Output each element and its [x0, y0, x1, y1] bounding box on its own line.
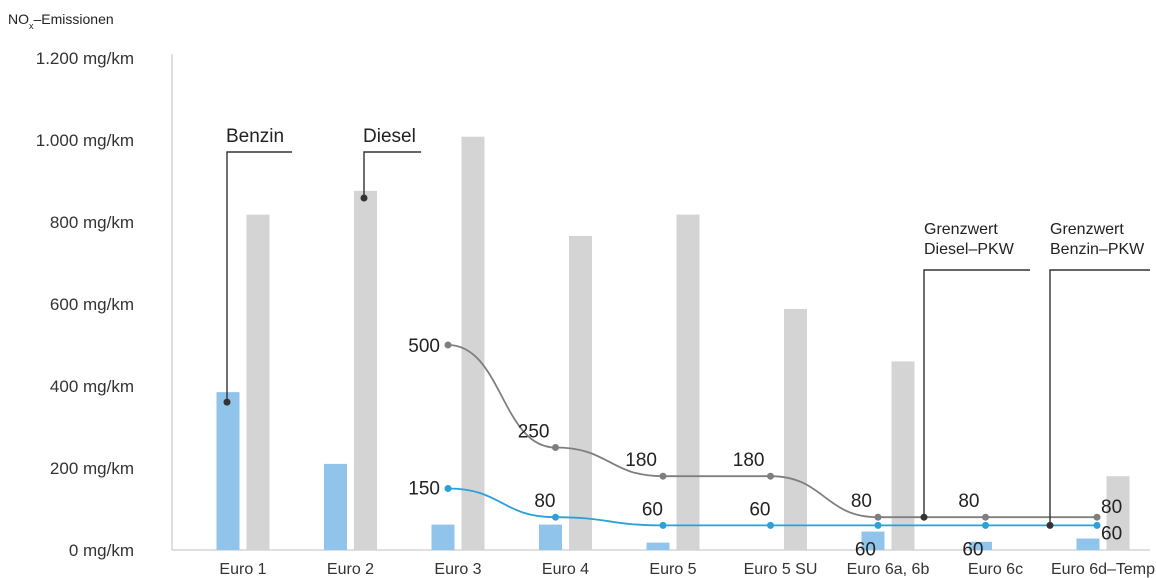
- bar-benzin: [324, 463, 347, 550]
- bar-diesel: [891, 361, 915, 550]
- grenzwert-diesel-label: Diesel–PKW: [924, 241, 1015, 258]
- benzin-limit-data-label: 60: [855, 539, 876, 560]
- diesel-limit-data-label: 80: [851, 491, 872, 512]
- diesel-limit-data-label: 180: [733, 450, 765, 471]
- y-axis-title-sub: x: [29, 21, 34, 31]
- benzin-limit-point: [874, 521, 882, 529]
- diesel-limit-point: [874, 513, 882, 521]
- bar-diesel: [1106, 476, 1130, 550]
- diesel-limit-point: [1093, 513, 1101, 521]
- diesel-callout-dot: [360, 194, 368, 202]
- benzin-callout-dot: [223, 398, 231, 406]
- category-labels: Euro 1 Euro 2 Euro 3 Euro 4 Euro 5 Euro 5 SU E…: [219, 561, 1155, 578]
- grenzwert-diesel-label: Grenzwert: [924, 221, 998, 238]
- benzin-limit-data-label: 150: [408, 479, 440, 500]
- grenzwert-diesel-callout-dot: [920, 513, 928, 521]
- diesel-limit-data-label: 80: [1101, 497, 1122, 518]
- benzin-limit-point: [767, 521, 774, 529]
- benzin-limit-point: [444, 485, 452, 492]
- limit-lines: 500 250 180 180 80 80 80 150 80 60 60 60 60 60: [408, 336, 1122, 560]
- grenzwert-benzin-callout-leader: [1049, 269, 1150, 526]
- bars: [216, 136, 1130, 550]
- diesel-limit-data-label: 80: [958, 491, 979, 512]
- bar-diesel: [676, 214, 700, 550]
- y-tick-label: 200 mg/km: [50, 459, 134, 478]
- x-category-label: Euro 6c: [968, 561, 1023, 578]
- grenzwert-benzin-label: Grenzwert: [1050, 221, 1124, 238]
- y-tick-label: 600 mg/km: [50, 295, 134, 314]
- grenzwert-benzin-label: Benzin–PKW: [1050, 241, 1145, 258]
- y-axis-title-main: NO: [8, 11, 29, 27]
- benzin-limit-data-label: 60: [1101, 523, 1122, 544]
- diesel-limit-data-label: 250: [518, 422, 550, 443]
- bar-benzin: [431, 524, 455, 550]
- benzin-callout-leader: [226, 151, 292, 403]
- y-axis-title: NOx–Emissionen: [8, 11, 114, 31]
- benzin-callout-label: Benzin: [226, 126, 284, 147]
- x-category-label: Euro 2: [327, 561, 374, 578]
- bar-benzin: [646, 542, 670, 550]
- x-category-label: Euro 5 SU: [744, 561, 818, 578]
- callouts: Benzin Diesel Grenzwert Diesel–PKW Grenzwert…: [223, 126, 1150, 529]
- bar-benzin: [539, 524, 562, 550]
- x-category-label: Euro 4: [542, 561, 589, 578]
- diesel-limit-point: [552, 444, 559, 451]
- diesel-limit-point: [444, 341, 452, 349]
- diesel-limit-data-label: 180: [625, 450, 657, 471]
- y-tick-label: 1.200 mg/km: [36, 49, 134, 68]
- bar-diesel: [569, 235, 592, 550]
- x-category-label: Euro 6d–Temp: [1051, 561, 1155, 578]
- benzin-limit-point: [659, 521, 667, 529]
- x-category-label: Euro 6a, 6b: [847, 561, 930, 578]
- x-category-label: Euro 1: [219, 561, 266, 578]
- bar-benzin: [861, 531, 885, 550]
- benzin-limit-point: [982, 521, 989, 529]
- y-tick-label: 800 mg/km: [50, 213, 134, 232]
- grenzwert-benzin-callout-dot: [1046, 521, 1054, 529]
- y-tick-label: 1.000 mg/km: [36, 131, 134, 150]
- y-axis-ticks: 0 mg/km 200 mg/km 400 mg/km 600 mg/km 800 mg…: [36, 49, 134, 560]
- diesel-callout-leader: [363, 151, 421, 198]
- bar-diesel: [246, 214, 270, 550]
- benzin-limit-point: [1093, 521, 1101, 529]
- x-category-label: Euro 3: [434, 561, 481, 578]
- benzin-limit-data-label: 60: [642, 499, 663, 520]
- y-axis-title-rest: –Emissionen: [34, 11, 114, 27]
- y-tick-label: 400 mg/km: [50, 377, 134, 396]
- diesel-limit-data-label: 500: [408, 336, 440, 357]
- bar-diesel: [354, 190, 377, 550]
- benzin-limit-point: [552, 513, 559, 521]
- benzin-limit-data-label: 80: [534, 491, 555, 512]
- bar-diesel: [461, 136, 485, 550]
- y-tick-label: 0 mg/km: [69, 541, 134, 560]
- diesel-limit-point: [982, 513, 989, 521]
- diesel-limit-point: [767, 472, 774, 480]
- bar-benzin: [1076, 538, 1100, 550]
- diesel-callout-label: Diesel: [363, 126, 416, 147]
- diesel-limit-point: [659, 472, 667, 480]
- benzin-limit-data-label: 60: [962, 539, 983, 560]
- grenzwert-diesel-callout-leader: [923, 269, 1030, 518]
- x-category-label: Euro 5: [649, 561, 696, 578]
- benzin-limit-data-label: 60: [749, 499, 770, 520]
- bar-diesel: [784, 308, 807, 550]
- bar-benzin: [969, 541, 992, 550]
- bar-benzin: [216, 392, 240, 550]
